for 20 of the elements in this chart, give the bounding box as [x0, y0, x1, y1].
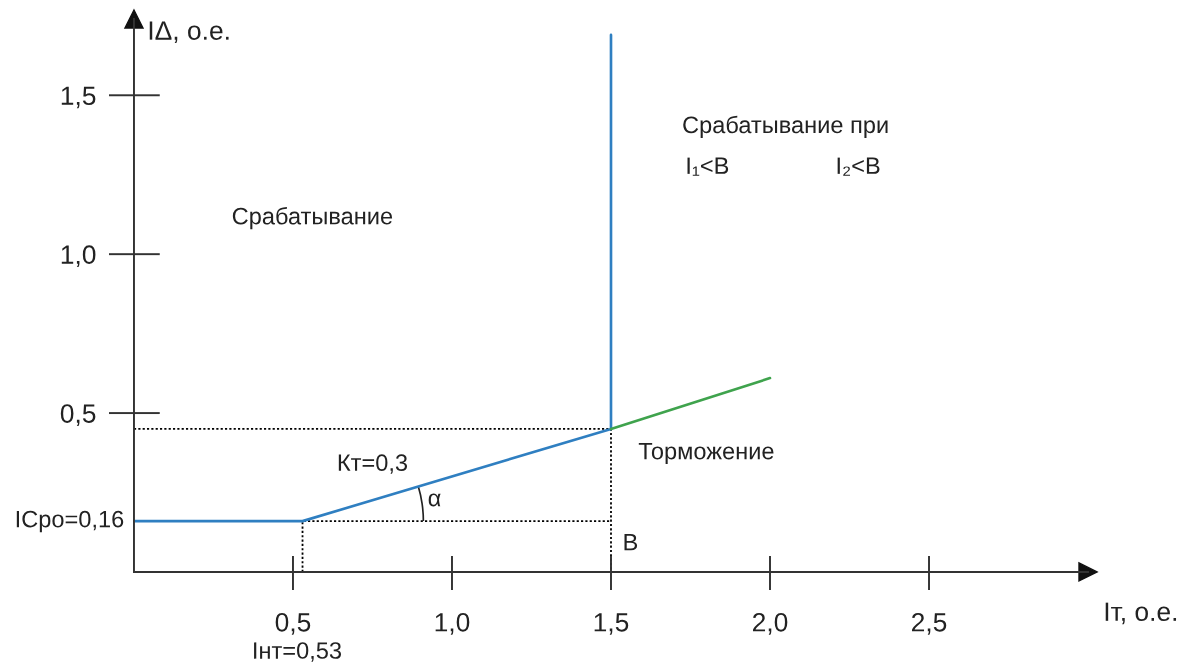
annotation: I₁<B: [687, 157, 729, 176]
annotation: I₂<B: [837, 157, 880, 176]
x-tick-label: 0,5: [275, 612, 311, 635]
annotation: Кт=0,3: [338, 454, 408, 474]
annotation: Iнт=0,53: [254, 642, 342, 662]
y-tick-label: 1,0: [61, 245, 96, 268]
annotation: α: [428, 493, 441, 507]
annotation: IСро=0,16: [16, 510, 124, 533]
x-tick-label: 2,0: [752, 612, 788, 635]
x-tick-label: 1,0: [435, 612, 470, 635]
y-axis-title: IΔ, о.е.: [149, 21, 229, 44]
x-tick-label: 2,5: [912, 612, 947, 635]
x-tick-label: 1,5: [594, 613, 629, 635]
y-tick-label: 1,5: [61, 86, 96, 109]
y-tick-label: 0,5: [60, 404, 96, 427]
x-axis-title: Iт, о.е.: [1105, 602, 1177, 625]
annotation: B: [624, 534, 638, 551]
annotation: Торможение: [638, 442, 774, 465]
annotation: Срабатывание: [232, 206, 393, 230]
annotation: Срабатывание при: [683, 115, 888, 138]
